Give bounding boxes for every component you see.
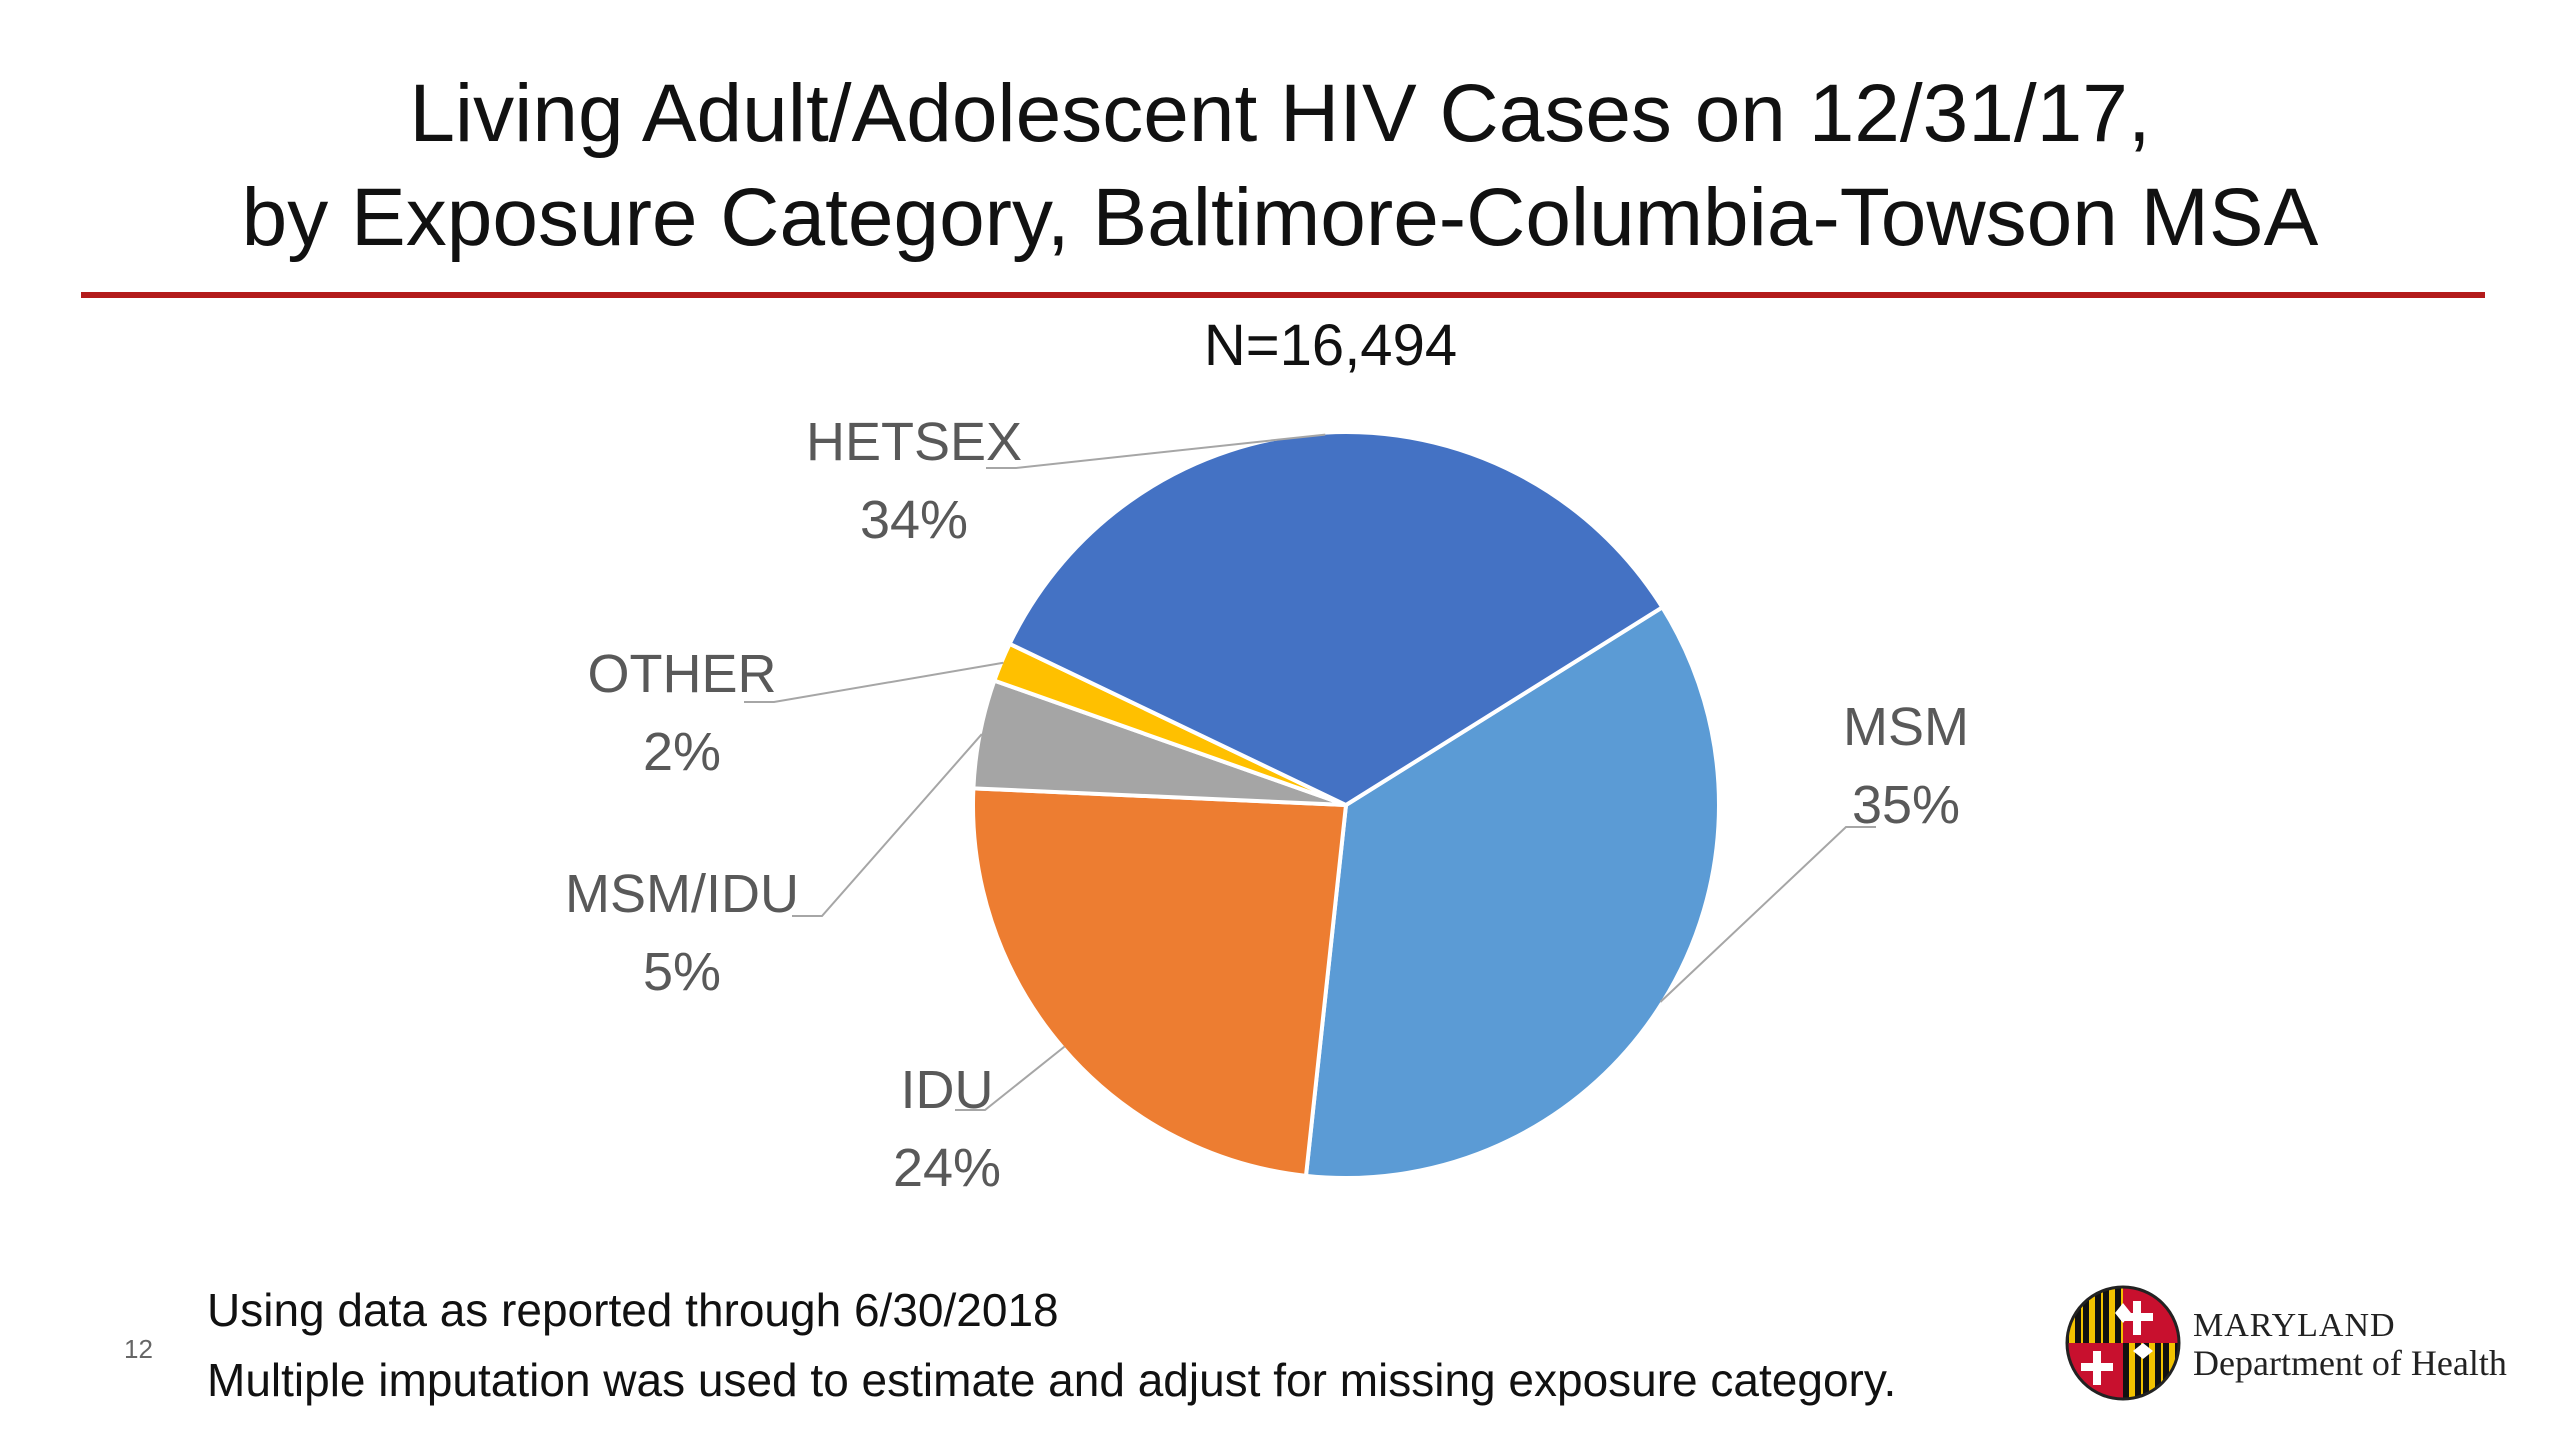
maryland-flag-seal-icon (2065, 1285, 2181, 1401)
slice-label-idu: IDU (901, 1060, 994, 1120)
leader-line-msm-idu (792, 733, 983, 917)
pie-slice-msm (1303, 605, 1721, 1180)
logo-line-maryland: MARYLAND (2193, 1307, 2396, 1344)
slice-percent-idu: 24% (893, 1138, 1001, 1198)
slice-label-hetsex: HETSEX (806, 412, 1022, 472)
maryland-health-logo: MARYLAND Department of Health (2063, 1283, 2523, 1403)
title-divider (81, 292, 2485, 298)
leader-line-msm (1659, 826, 1876, 1003)
logo-line-department: Department of Health (2193, 1343, 2507, 1383)
slide-title: Living Adult/Adolescent HIV Cases on 12/… (0, 62, 2560, 270)
pie-labels: MSM 35% IDU 24% MSM/IDU 5% OTHER 2% HETSEX 34% (565, 412, 1969, 1198)
pie-slices (971, 430, 1721, 1180)
footnote-imputation: Multiple imputation was used to estimate… (207, 1354, 1897, 1406)
title-line-1: Living Adult/Adolescent HIV Cases on 12/… (409, 68, 2151, 159)
logo-text: MARYLAND Department of Health (2193, 1307, 2507, 1384)
slice-percent-msm-idu: 5% (643, 942, 721, 1002)
page-number: 12 (124, 1334, 153, 1364)
slice-label-msm-idu: MSM/IDU (565, 864, 799, 924)
footnote-data-source: Using data as reported through 6/30/2018 (207, 1284, 1059, 1336)
title-line-2: by Exposure Category, Baltimore-Columbia… (241, 172, 2319, 263)
slice-percent-hetsex: 34% (860, 490, 968, 550)
leader-line-hetsex (986, 433, 1326, 469)
slice-percent-other: 2% (643, 722, 721, 782)
leader-line-idu (955, 1045, 1066, 1111)
slice-label-other: OTHER (588, 644, 777, 704)
leader-line-other (744, 661, 1004, 703)
pie-slice-idu (971, 786, 1348, 1178)
slice-percent-msm: 35% (1852, 775, 1960, 835)
pie-slice-hetsex (1007, 430, 1665, 807)
slice-label-msm: MSM (1843, 697, 1969, 757)
chart-subtitle: N=16,494 (1203, 313, 1458, 378)
pie-leader-lines (744, 433, 1876, 1111)
